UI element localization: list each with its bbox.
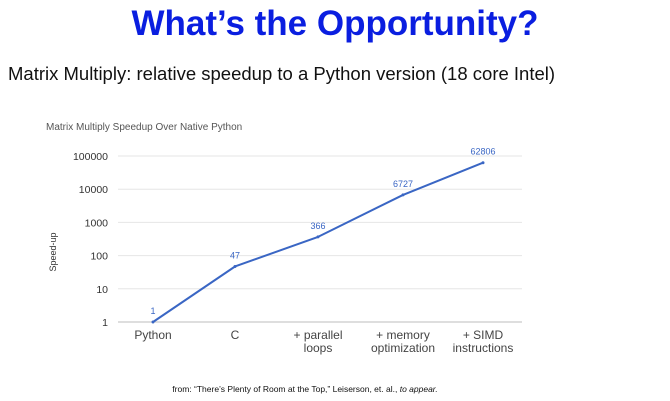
x-tick-label-line: + memory: [376, 328, 430, 342]
x-tick-label: + parallel loops: [293, 328, 342, 355]
x-tick-label-line: C: [231, 328, 240, 342]
x-tick-label: Python: [134, 328, 171, 342]
source-citation-status: to appear.: [399, 384, 438, 394]
y-tick-label: 10: [96, 284, 108, 296]
y-tick-label: 1000: [85, 217, 109, 229]
x-tick-label-line: + SIMD: [463, 328, 504, 342]
y-tick-label: 1: [102, 317, 108, 329]
x-tick-label: + SIMD instructions: [453, 328, 514, 355]
data-label: 366: [310, 221, 325, 231]
source-citation: from: “There’s Plenty of Room at the Top…: [0, 384, 610, 394]
source-citation-text: from: “There’s Plenty of Room at the Top…: [172, 384, 398, 394]
x-tick-label-line: loops: [304, 341, 333, 355]
slide-title: What’s the Opportunity?: [131, 4, 539, 43]
data-label: 62806: [470, 147, 495, 157]
x-tick-label-line: instructions: [453, 341, 514, 355]
x-tick-label: + memory optimization: [371, 328, 435, 355]
y-tick-label: 100: [90, 251, 108, 263]
data-point: [401, 193, 405, 197]
data-point: [481, 161, 485, 165]
slide-subtitle: Matrix Multiply: relative speedup to a P…: [8, 63, 556, 84]
x-tick-label-line: Python: [134, 328, 171, 342]
data-label: 6727: [393, 179, 413, 189]
x-tick-label-line: optimization: [371, 341, 435, 355]
y-tick-label: 100000: [73, 151, 108, 163]
y-axis-label: Speed-up: [48, 232, 58, 271]
x-tick-label: C: [231, 328, 240, 342]
x-tick-label-line: + parallel: [293, 328, 342, 342]
data-point: [316, 235, 320, 239]
chart-title: Matrix Multiply Speedup Over Native Pyth…: [46, 122, 242, 133]
data-label: 1: [150, 306, 155, 316]
data-point: [233, 264, 237, 268]
data-label: 47: [230, 250, 240, 260]
data-point: [151, 320, 155, 324]
y-tick-label: 10000: [79, 184, 108, 196]
series-line: [152, 161, 484, 323]
